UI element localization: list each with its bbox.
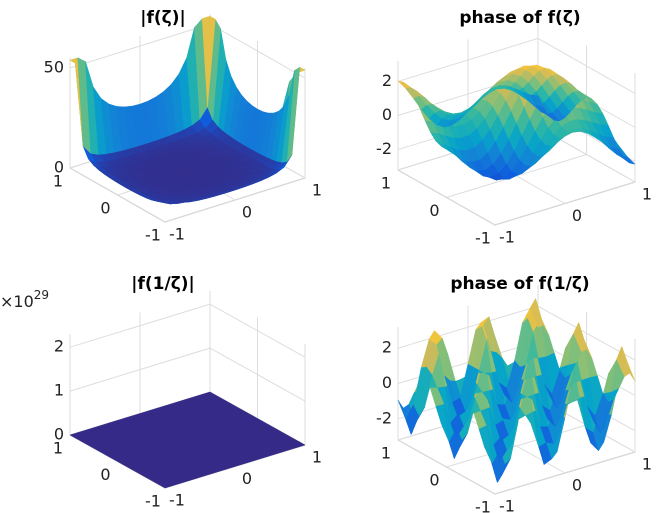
z-tick-label: -2 [376, 408, 392, 427]
chart-title: |f(ζ)| [140, 8, 185, 28]
z-exponent-base: ×10 [0, 292, 34, 311]
y-tick-label: 1 [381, 174, 391, 193]
x-tick-label: 1 [642, 185, 652, 204]
grid-line [164, 68, 306, 223]
y-tick-label: -1 [145, 226, 161, 245]
y-tick-label: 1 [53, 172, 63, 191]
x-tick-label: -1 [499, 228, 515, 247]
axes: -2 0 2 -1 0 1 -1 0 1 phase of f(ζ) [376, 8, 652, 248]
z-tick-label: 2 [382, 338, 392, 357]
z-tick-label: 2 [54, 337, 64, 356]
z-tick-label: 0 [382, 105, 392, 124]
grid-line [69, 347, 306, 402]
axes: 050-101-101|f(ζ)| [44, 8, 322, 245]
grid-line [446, 45, 587, 198]
y-tick-label: -1 [475, 229, 491, 248]
y-tick-label: -1 [145, 492, 161, 511]
y-tick-label: 1 [381, 444, 391, 463]
x-tick-label: 1 [642, 455, 652, 474]
z-tick-label: -2 [376, 139, 392, 158]
y-tick-label: 0 [100, 465, 110, 484]
z-exponent: ×1029 [0, 288, 49, 311]
grid-line [494, 339, 636, 495]
chart-title: phase of f(ζ) [459, 8, 580, 28]
z-tick-label: 0 [382, 373, 392, 392]
grid-line [69, 303, 306, 358]
y-tick-label: 0 [429, 201, 439, 220]
surface-patch [529, 298, 544, 328]
surface-patch [529, 94, 544, 108]
axes: 012-101-101|f(1/ζ)|×1029 [0, 274, 322, 511]
axes: -2 0 2 -1 0 1 -1 0 1 phase of f(1/ζ) [376, 274, 652, 513]
x-tick-label: -1 [169, 225, 185, 244]
surface-patch [397, 80, 412, 89]
surface-patch [201, 391, 216, 398]
surface-patch [201, 15, 216, 107]
x-tick-label: 1 [312, 448, 322, 467]
y-tick-label: 0 [100, 199, 110, 218]
x-tick-label: 0 [572, 206, 582, 225]
z-tick-label: 50 [44, 58, 64, 77]
y-tick-label: 0 [429, 471, 439, 490]
x-tick-label: 1 [312, 181, 322, 200]
x-tick-label: -1 [499, 497, 515, 513]
x-tick-label: 0 [572, 476, 582, 495]
chart-title: phase of f(1/ζ) [450, 274, 589, 294]
x-tick-label: 0 [242, 469, 252, 488]
x-tick-label: 0 [242, 203, 252, 222]
grid-line [494, 73, 636, 226]
z-tick-label: 2 [382, 71, 392, 90]
z-exponent-power: 29 [34, 288, 49, 302]
y-tick-label: 1 [53, 439, 63, 458]
x-tick-label: -1 [169, 491, 185, 510]
y-tick-label: -1 [475, 498, 491, 513]
chart-title: |f(1/ζ)| [131, 274, 194, 294]
z-tick-label: 0 [54, 425, 64, 444]
z-tick-label: 1 [54, 381, 64, 400]
z-tick-label: 0 [54, 158, 64, 177]
